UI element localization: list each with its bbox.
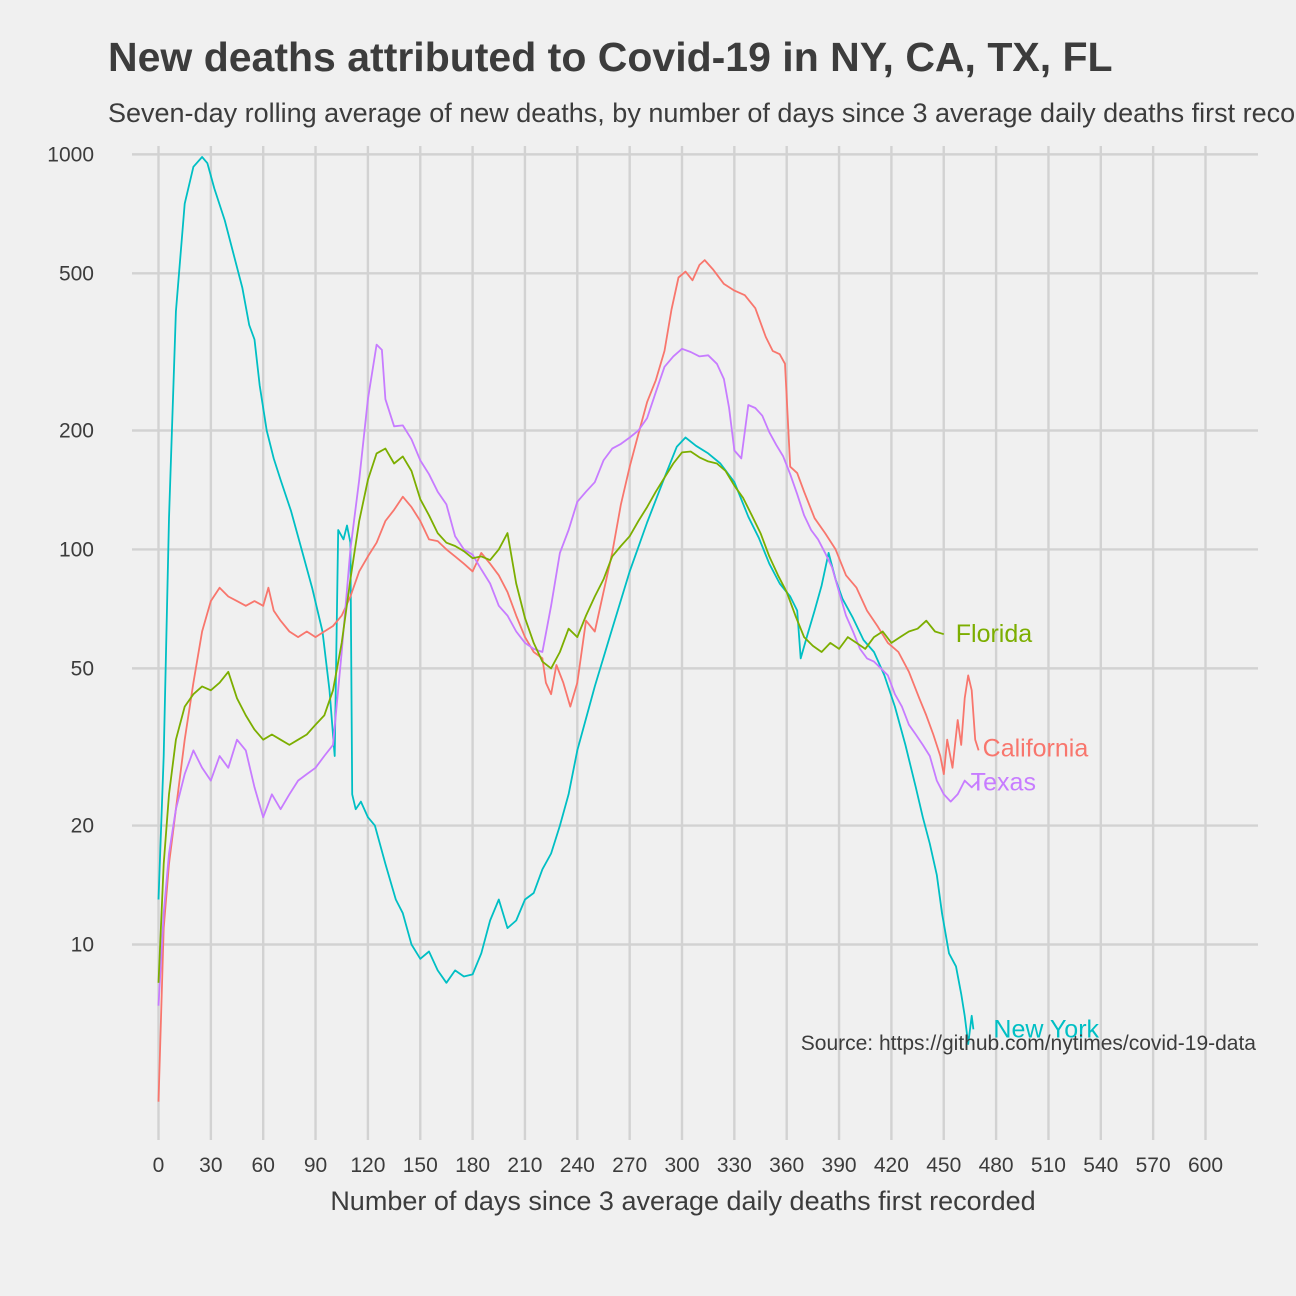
x-tick-label: 60 xyxy=(252,1154,275,1177)
x-tick-label: 180 xyxy=(455,1154,490,1177)
series-line-florida xyxy=(157,447,945,983)
series-label-california: California xyxy=(983,734,1089,762)
y-tick-label: 500 xyxy=(59,262,94,285)
x-tick-label: 90 xyxy=(304,1154,327,1177)
series-end-labels: New York California Texas Florida xyxy=(956,620,1100,1043)
x-tick-label: 270 xyxy=(612,1154,647,1177)
x-tick-label: 150 xyxy=(403,1154,438,1177)
x-tick-label: 510 xyxy=(1031,1154,1066,1177)
x-tick-label: 600 xyxy=(1188,1154,1223,1177)
x-tick-label: 210 xyxy=(507,1154,542,1177)
y-tick-label: 100 xyxy=(59,538,94,561)
series-line-texas xyxy=(157,343,980,1006)
x-tick-label: 120 xyxy=(350,1154,385,1177)
series-label-florida: Florida xyxy=(956,620,1033,648)
series-lines xyxy=(157,156,980,1102)
x-tick-label: 570 xyxy=(1136,1154,1171,1177)
y-tick-label: 10 xyxy=(71,934,94,957)
source-caption: Source: https://github.com/nytimes/covid… xyxy=(800,1032,1256,1055)
gridlines xyxy=(132,146,1258,1140)
y-tick-label: 50 xyxy=(71,657,94,680)
tick-labels: 0 30 60 90 120 150 180 210 240 270 300 330 360 390 420… xyxy=(47,143,1223,1177)
y-tick-label: 20 xyxy=(71,815,94,838)
x-tick-label: 540 xyxy=(1083,1154,1118,1177)
x-axis-label: Number of days since 3 average daily dea… xyxy=(330,1186,1035,1216)
x-tick-label: 0 xyxy=(153,1154,165,1177)
x-tick-label: 450 xyxy=(926,1154,961,1177)
y-tick-label: 200 xyxy=(59,420,94,443)
series-line-new-york xyxy=(157,156,975,1045)
x-tick-label: 420 xyxy=(874,1154,909,1177)
x-tick-label: 360 xyxy=(769,1154,804,1177)
series-label-texas: Texas xyxy=(971,769,1036,797)
x-tick-label: 330 xyxy=(717,1154,752,1177)
x-tick-label: 240 xyxy=(560,1154,595,1177)
y-tick-label: 1000 xyxy=(47,143,94,166)
x-tick-label: 390 xyxy=(822,1154,857,1177)
x-tick-label: 480 xyxy=(979,1154,1014,1177)
chart-subtitle: Seven-day rolling average of new deaths,… xyxy=(108,98,1296,128)
series-label-new-york: New York xyxy=(993,1015,1099,1043)
x-tick-label: 30 xyxy=(199,1154,222,1177)
chart-title: New deaths attributed to Covid-19 in NY,… xyxy=(108,34,1113,80)
x-tick-label: 300 xyxy=(664,1154,699,1177)
series-line-california xyxy=(157,259,980,1102)
